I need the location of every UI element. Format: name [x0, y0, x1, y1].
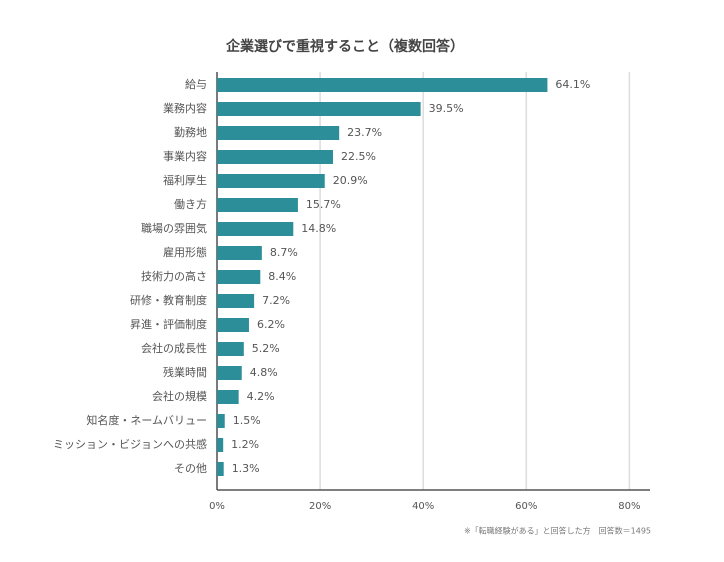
value-label: 15.7% — [306, 198, 341, 211]
value-label: 5.2% — [252, 342, 280, 355]
footnote: ※「転職経験がある」と回答した方 回答数＝1495 — [464, 526, 651, 536]
bar — [217, 414, 225, 428]
bar — [217, 270, 261, 284]
value-label: 64.1% — [555, 78, 590, 91]
bar — [217, 222, 294, 236]
bar — [217, 366, 242, 380]
bar — [217, 198, 298, 212]
value-label: 7.2% — [262, 294, 290, 307]
value-label: 20.9% — [333, 174, 368, 187]
value-label: 6.2% — [257, 318, 285, 331]
y-tick-label: 福利厚生 — [163, 173, 207, 187]
x-tick-label: 0% — [209, 501, 225, 512]
value-label: 8.4% — [268, 270, 296, 283]
value-label: 22.5% — [341, 150, 376, 163]
x-tick-label: 20% — [309, 501, 331, 512]
y-tick-label: 給与 — [185, 77, 207, 91]
y-tick-label: ミッション・ビジョンへの共感 — [53, 438, 207, 451]
bar — [217, 174, 325, 188]
bar — [217, 462, 224, 476]
y-tick-label: 昇進・評価制度 — [130, 317, 207, 331]
bar — [217, 78, 548, 92]
value-label: 1.2% — [231, 438, 259, 451]
y-tick-label: 研修・教育制度 — [130, 293, 207, 307]
y-tick-label: 事業内容 — [163, 149, 207, 163]
bar — [217, 342, 244, 356]
y-tick-label: 技術力の高さ — [141, 269, 207, 283]
bar — [217, 390, 239, 404]
bar — [217, 318, 249, 332]
value-label: 1.5% — [233, 414, 261, 427]
y-tick-label: 業務内容 — [163, 101, 207, 115]
y-tick-label: 勤務地 — [174, 125, 207, 139]
value-label: 23.7% — [347, 126, 382, 139]
value-label: 39.5% — [429, 102, 464, 115]
y-tick-label: 残業時間 — [163, 365, 207, 379]
x-tick-label: 40% — [412, 501, 434, 512]
y-tick-label: その他 — [174, 462, 207, 475]
y-tick-label: 会社の規模 — [152, 389, 207, 403]
chart-title: 企業選びで重視すること（複数回答） — [225, 38, 464, 55]
value-label: 4.8% — [250, 366, 278, 379]
y-tick-label: 働き方 — [174, 197, 207, 211]
bar — [217, 438, 224, 452]
y-tick-label: 会社の成長性 — [141, 341, 207, 355]
bar — [217, 102, 421, 116]
bar — [217, 150, 333, 164]
value-label: 14.8% — [301, 222, 336, 235]
x-tick-label: 60% — [515, 501, 537, 512]
bar — [217, 246, 262, 260]
bar — [217, 294, 255, 308]
value-label: 1.3% — [232, 462, 260, 475]
y-tick-label: 職場の雰囲気 — [141, 221, 207, 235]
y-tick-label: 知名度・ネームバリュー — [86, 413, 207, 427]
value-label: 8.7% — [270, 246, 298, 259]
y-tick-label: 雇用形態 — [163, 245, 207, 259]
value-label: 4.2% — [247, 390, 275, 403]
bar — [217, 126, 340, 140]
x-tick-label: 80% — [618, 501, 640, 512]
